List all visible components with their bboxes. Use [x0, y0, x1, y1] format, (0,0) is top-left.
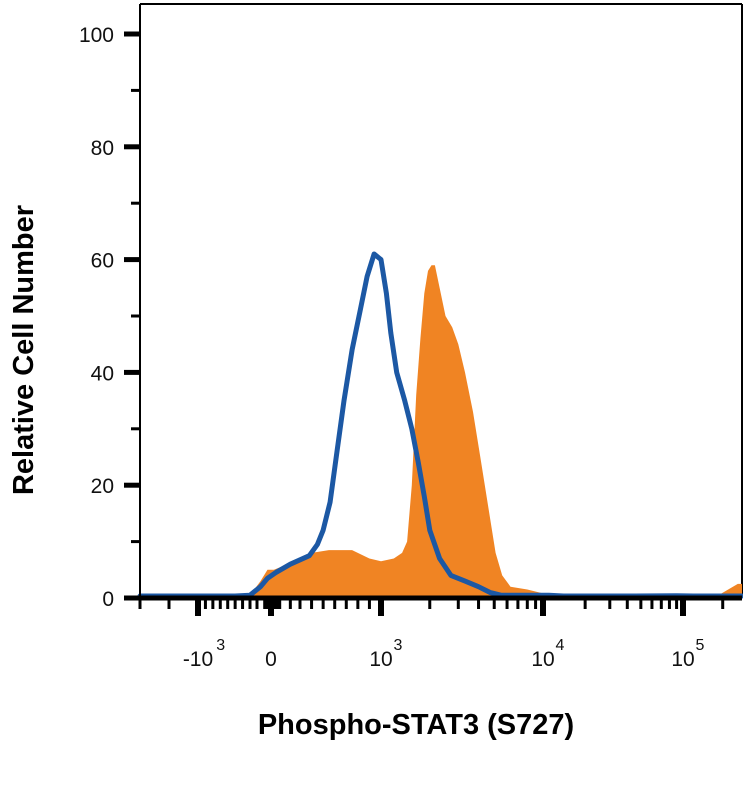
y-tick-label: 40 [91, 362, 114, 385]
y-axis-title: Relative Cell Number [8, 205, 40, 495]
y-tick-label: 60 [91, 250, 114, 273]
y-tick-label: 20 [91, 475, 114, 498]
x-tick-exponent: 5 [696, 637, 705, 654]
y-tick-label: 0 [102, 588, 114, 611]
series-outline-histogram [137, 251, 743, 599]
x-axis-ticks [138, 598, 725, 616]
y-axis-ticks: 0 20 40 60 80 100 [79, 24, 140, 611]
x-tick-exponent: 4 [556, 637, 565, 654]
x-tick-exponent: 3 [216, 637, 225, 654]
x-tick-label: -10 [183, 648, 213, 671]
y-tick-label: 100 [79, 24, 114, 47]
x-tick-label: 0 [265, 648, 277, 671]
x-tick-label: 10 [531, 648, 554, 671]
series-filled-histogram [140, 265, 742, 598]
x-axis-title: Phospho-STAT3 (S727) [258, 709, 574, 741]
y-tick-label: 80 [91, 137, 114, 160]
x-tick-exponent: 3 [394, 637, 403, 654]
x-tick-label: 10 [671, 648, 694, 671]
x-tick-label: 10 [369, 648, 392, 671]
